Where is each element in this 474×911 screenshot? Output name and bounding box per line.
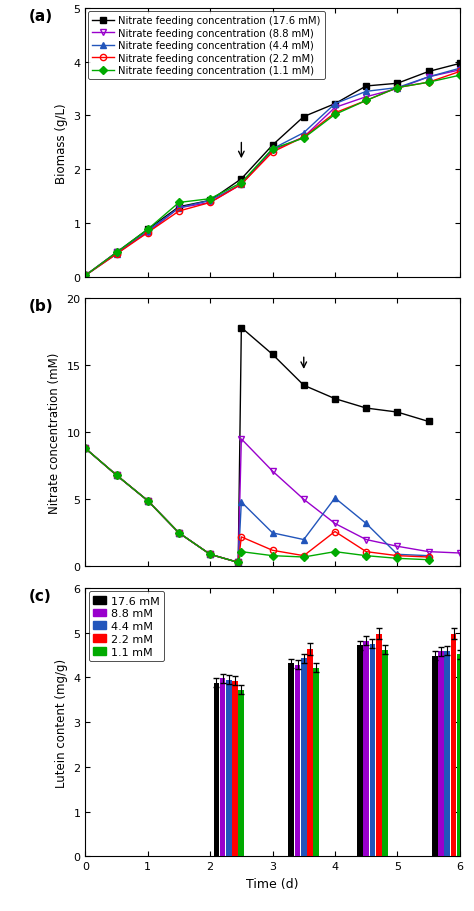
X-axis label: Time (d): Time (d): [246, 876, 299, 890]
Nitrate feeding concentration (8.8 mM): [270, 146, 275, 157]
Nitrate feeding concentration (2.2 mM): [363, 96, 369, 107]
Bar: [232, 681, 238, 856]
Line: Nitrate feeding concentration (1.1 mM): Nitrate feeding concentration (1.1 mM): [82, 73, 463, 280]
Bar: [288, 663, 294, 856]
Nitrate feeding concentration (2.2 mM): [207, 198, 213, 209]
Nitrate feeding concentration (8.8 mM): [207, 198, 213, 209]
Nitrate feeding concentration (2.2 mM): [238, 179, 244, 190]
Bar: [301, 659, 307, 856]
Line: Nitrate feeding concentration (4.4 mM): Nitrate feeding concentration (4.4 mM): [82, 66, 463, 280]
Nitrate feeding concentration (4.4 mM): [114, 250, 119, 261]
Nitrate feeding concentration (4.4 mM): [270, 144, 275, 155]
Nitrate feeding concentration (1.1 mM): [394, 83, 400, 94]
Y-axis label: Nitrate concentration (mM): Nitrate concentration (mM): [48, 353, 61, 513]
Nitrate feeding concentration (8.8 mM): [176, 203, 182, 214]
Nitrate feeding concentration (8.8 mM): [82, 271, 88, 281]
Bar: [307, 650, 313, 856]
Nitrate feeding concentration (1.1 mM): [176, 198, 182, 209]
Nitrate feeding concentration (17.6 mM): [301, 112, 307, 123]
Nitrate feeding concentration (8.8 mM): [145, 228, 151, 239]
Nitrate feeding concentration (4.4 mM): [82, 271, 88, 281]
Nitrate feeding concentration (17.6 mM): [207, 196, 213, 207]
Nitrate feeding concentration (2.2 mM): [176, 206, 182, 217]
Bar: [457, 654, 463, 856]
Nitrate feeding concentration (4.4 mM): [145, 226, 151, 237]
Nitrate feeding concentration (4.4 mM): [332, 99, 338, 110]
Nitrate feeding concentration (8.8 mM): [301, 132, 307, 143]
Nitrate feeding concentration (8.8 mM): [238, 179, 244, 190]
Text: (a): (a): [29, 9, 53, 24]
Nitrate feeding concentration (1.1 mM): [363, 96, 369, 107]
Nitrate feeding concentration (2.2 mM): [394, 83, 400, 94]
Line: Nitrate feeding concentration (17.6 mM): Nitrate feeding concentration (17.6 mM): [82, 61, 463, 280]
Nitrate feeding concentration (17.6 mM): [270, 140, 275, 151]
Nitrate feeding concentration (8.8 mM): [114, 248, 119, 259]
Nitrate feeding concentration (4.4 mM): [426, 72, 431, 83]
Nitrate feeding concentration (2.2 mM): [426, 77, 431, 88]
Nitrate feeding concentration (17.6 mM): [176, 202, 182, 213]
Nitrate feeding concentration (8.8 mM): [363, 92, 369, 103]
Nitrate feeding concentration (17.6 mM): [238, 174, 244, 185]
Y-axis label: Biomass (g/L): Biomass (g/L): [55, 103, 68, 183]
Nitrate feeding concentration (2.2 mM): [332, 108, 338, 119]
Bar: [376, 634, 382, 856]
Nitrate feeding concentration (1.1 mM): [145, 225, 151, 236]
Nitrate feeding concentration (8.8 mM): [332, 103, 338, 114]
Bar: [357, 645, 363, 856]
Bar: [226, 680, 232, 856]
Nitrate feeding concentration (1.1 mM): [270, 144, 275, 155]
Nitrate feeding concentration (8.8 mM): [457, 66, 463, 77]
Nitrate feeding concentration (4.4 mM): [394, 83, 400, 94]
Bar: [363, 641, 369, 856]
Bar: [445, 650, 450, 856]
Nitrate feeding concentration (17.6 mM): [457, 59, 463, 70]
Nitrate feeding concentration (8.8 mM): [426, 72, 431, 83]
Nitrate feeding concentration (2.2 mM): [270, 148, 275, 159]
Nitrate feeding concentration (8.8 mM): [394, 84, 400, 95]
Line: Nitrate feeding concentration (8.8 mM): Nitrate feeding concentration (8.8 mM): [82, 67, 463, 280]
Bar: [213, 683, 219, 856]
Y-axis label: Lutein content (mg/g): Lutein content (mg/g): [55, 658, 68, 787]
Bar: [295, 665, 301, 856]
Nitrate feeding concentration (1.1 mM): [332, 110, 338, 121]
Nitrate feeding concentration (1.1 mM): [426, 77, 431, 88]
Bar: [238, 691, 244, 856]
Nitrate feeding concentration (17.6 mM): [82, 271, 88, 281]
Nitrate feeding concentration (17.6 mM): [145, 225, 151, 236]
Text: (b): (b): [29, 299, 54, 313]
Bar: [313, 668, 319, 856]
Nitrate feeding concentration (1.1 mM): [207, 194, 213, 205]
Nitrate feeding concentration (1.1 mM): [301, 133, 307, 144]
Nitrate feeding concentration (1.1 mM): [114, 248, 119, 259]
Nitrate feeding concentration (2.2 mM): [457, 67, 463, 77]
Nitrate feeding concentration (4.4 mM): [238, 179, 244, 190]
Bar: [432, 656, 438, 856]
Bar: [438, 651, 444, 856]
Nitrate feeding concentration (2.2 mM): [145, 228, 151, 239]
Nitrate feeding concentration (2.2 mM): [114, 250, 119, 261]
Bar: [382, 650, 388, 856]
Nitrate feeding concentration (17.6 mM): [426, 67, 431, 77]
Nitrate feeding concentration (4.4 mM): [176, 203, 182, 214]
Nitrate feeding concentration (4.4 mM): [207, 196, 213, 207]
Legend: Nitrate feeding concentration (17.6 mM), Nitrate feeding concentration (8.8 mM),: Nitrate feeding concentration (17.6 mM),…: [88, 12, 325, 80]
Nitrate feeding concentration (2.2 mM): [301, 132, 307, 143]
Nitrate feeding concentration (17.6 mM): [394, 78, 400, 89]
Nitrate feeding concentration (17.6 mM): [363, 81, 369, 92]
Text: (c): (c): [29, 589, 52, 603]
Bar: [451, 634, 456, 856]
Nitrate feeding concentration (1.1 mM): [457, 71, 463, 82]
Nitrate feeding concentration (17.6 mM): [332, 99, 338, 110]
Bar: [370, 644, 375, 856]
Nitrate feeding concentration (4.4 mM): [363, 87, 369, 97]
Nitrate feeding concentration (1.1 mM): [238, 178, 244, 189]
Nitrate feeding concentration (4.4 mM): [457, 64, 463, 75]
Nitrate feeding concentration (4.4 mM): [301, 128, 307, 139]
Line: Nitrate feeding concentration (2.2 mM): Nitrate feeding concentration (2.2 mM): [82, 69, 463, 280]
Bar: [220, 679, 226, 856]
Nitrate feeding concentration (1.1 mM): [82, 271, 88, 281]
Nitrate feeding concentration (2.2 mM): [82, 271, 88, 281]
Legend: 17.6 mM, 8.8 mM, 4.4 mM, 2.2 mM, 1.1 mM: 17.6 mM, 8.8 mM, 4.4 mM, 2.2 mM, 1.1 mM: [89, 591, 164, 661]
Nitrate feeding concentration (17.6 mM): [114, 248, 119, 259]
